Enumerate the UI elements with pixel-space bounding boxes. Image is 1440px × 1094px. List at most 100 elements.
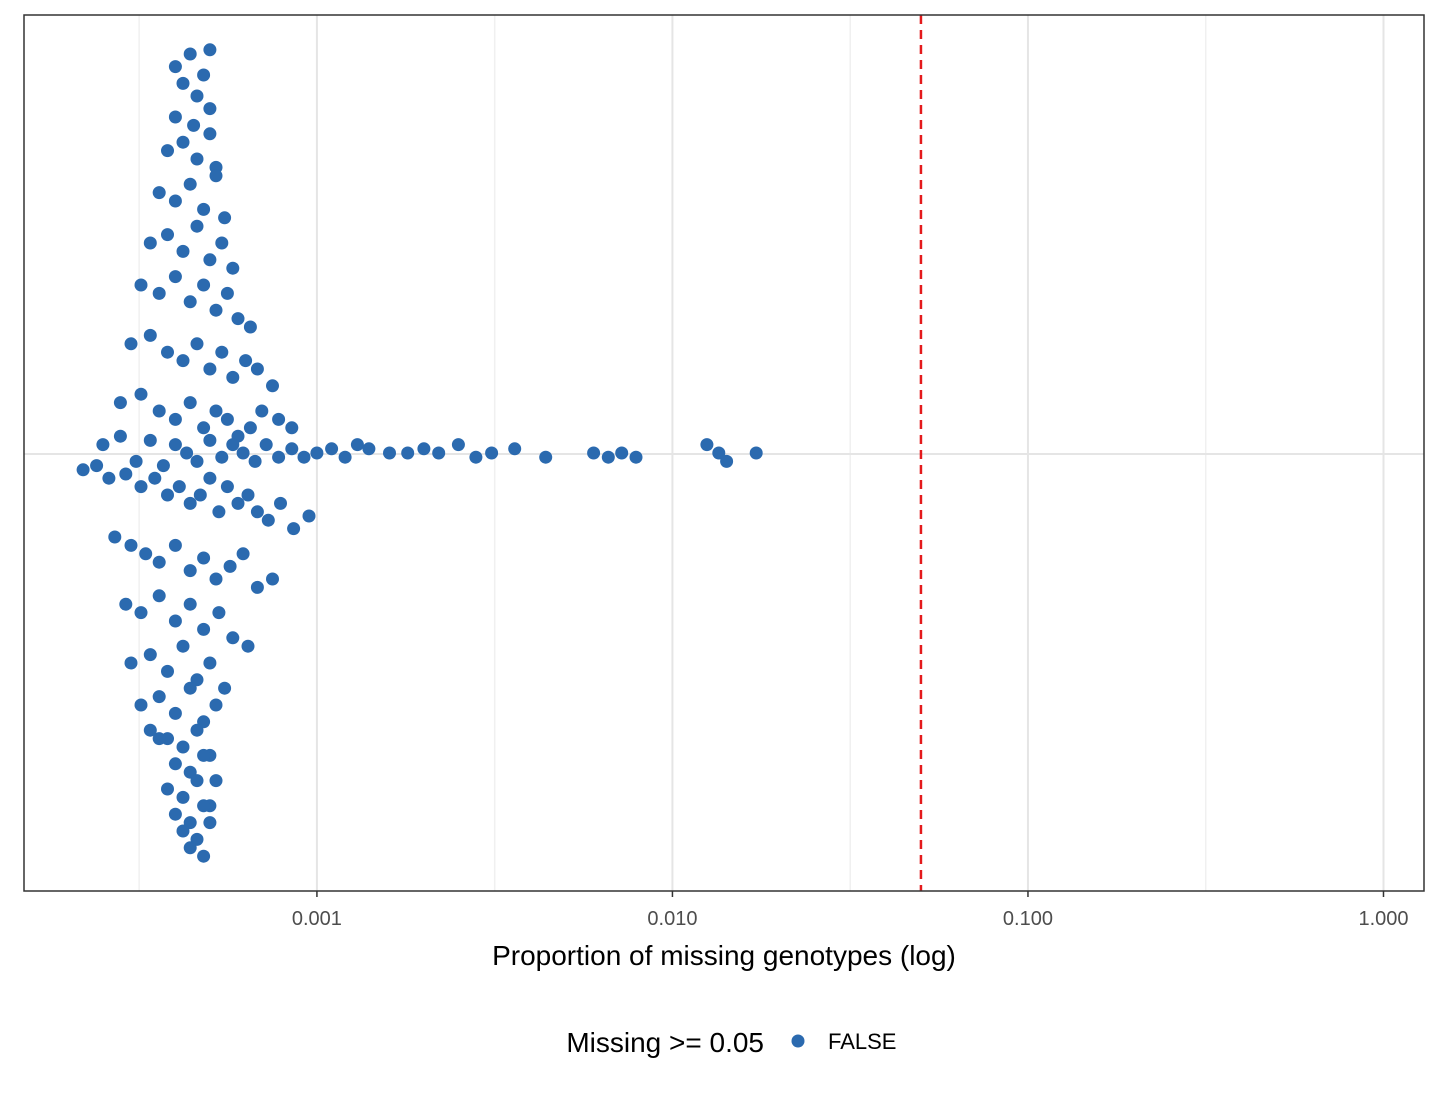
data-point	[209, 169, 223, 183]
data-point	[226, 261, 240, 275]
data-point	[469, 450, 483, 464]
legend-key-false	[791, 1034, 805, 1048]
data-point	[220, 480, 234, 494]
data-point	[197, 622, 211, 636]
data-point	[266, 572, 279, 586]
data-point	[203, 362, 217, 376]
data-point	[209, 404, 223, 418]
data-point	[96, 438, 110, 452]
data-point	[176, 740, 190, 754]
data-point	[285, 421, 299, 435]
data-point	[255, 404, 269, 418]
data-point	[272, 412, 286, 426]
x-axis-ticks: 0.001 0.010 0.100 1.000	[292, 891, 1409, 930]
data-point	[231, 312, 245, 326]
data-point	[187, 118, 201, 132]
data-point	[183, 396, 197, 410]
data-point	[183, 295, 197, 309]
data-point	[197, 278, 211, 292]
data-point	[161, 488, 174, 502]
data-point	[190, 723, 204, 737]
data-point	[183, 47, 197, 61]
data-point	[209, 303, 223, 317]
data-point	[124, 538, 138, 552]
data-point	[720, 454, 734, 468]
data-point	[539, 450, 553, 464]
data-point	[90, 459, 104, 473]
data-point	[161, 782, 174, 796]
data-point	[215, 450, 229, 464]
data-point	[168, 60, 182, 74]
data-point	[168, 270, 182, 284]
data-point	[119, 597, 133, 611]
data-point	[197, 799, 211, 813]
data-point	[176, 790, 190, 804]
data-point	[223, 559, 237, 573]
data-point	[285, 442, 299, 456]
data-point	[274, 496, 287, 510]
data-point	[168, 757, 182, 771]
data-point	[209, 698, 223, 712]
data-point	[203, 816, 217, 830]
data-point	[432, 446, 446, 460]
x-axis-title: Proportion of missing genotypes (log)	[492, 940, 956, 971]
data-point	[209, 572, 223, 586]
data-point	[197, 421, 211, 435]
data-point	[161, 664, 174, 678]
data-point	[143, 236, 157, 250]
data-point	[417, 442, 431, 456]
data-point	[193, 488, 207, 502]
data-point	[180, 446, 194, 460]
data-point	[401, 446, 415, 460]
data-point	[190, 774, 204, 788]
x-tick-label: 0.001	[292, 908, 342, 930]
data-point	[190, 89, 204, 103]
data-point	[241, 639, 255, 653]
data-point	[176, 824, 190, 838]
data-point	[176, 244, 190, 258]
data-point	[209, 774, 223, 788]
data-point	[203, 433, 217, 447]
data-point	[168, 807, 182, 821]
data-point	[176, 76, 190, 90]
data-point	[266, 379, 279, 393]
data-point	[168, 110, 182, 124]
data-point	[134, 698, 148, 712]
data-point	[134, 480, 148, 494]
data-point	[152, 286, 166, 300]
data-point	[168, 538, 182, 552]
data-point	[338, 450, 352, 464]
legend: Missing >= 0.05 FALSE	[566, 1027, 896, 1058]
data-point	[236, 446, 250, 460]
data-point	[190, 454, 204, 468]
data-point	[152, 404, 166, 418]
data-point	[362, 442, 376, 456]
data-point	[243, 421, 257, 435]
data-point	[203, 102, 217, 116]
data-point	[236, 547, 250, 561]
data-point	[212, 505, 226, 519]
data-point	[197, 849, 211, 863]
data-point	[203, 253, 217, 267]
x-tick-label: 0.010	[647, 908, 697, 930]
data-point	[250, 505, 264, 519]
data-point	[226, 438, 240, 452]
data-point	[152, 555, 166, 569]
data-point	[143, 723, 157, 737]
data-point	[250, 580, 264, 594]
data-point	[601, 450, 615, 464]
data-point	[212, 606, 226, 620]
data-point	[203, 471, 217, 485]
data-point	[226, 631, 240, 645]
data-point	[183, 597, 197, 611]
data-point	[272, 450, 286, 464]
data-point	[629, 450, 643, 464]
data-point	[119, 467, 133, 481]
data-point	[215, 345, 229, 359]
data-point	[183, 177, 197, 191]
data-point	[203, 656, 217, 670]
data-point	[310, 446, 324, 460]
legend-title: Missing >= 0.05	[566, 1027, 764, 1058]
data-point	[113, 429, 127, 443]
